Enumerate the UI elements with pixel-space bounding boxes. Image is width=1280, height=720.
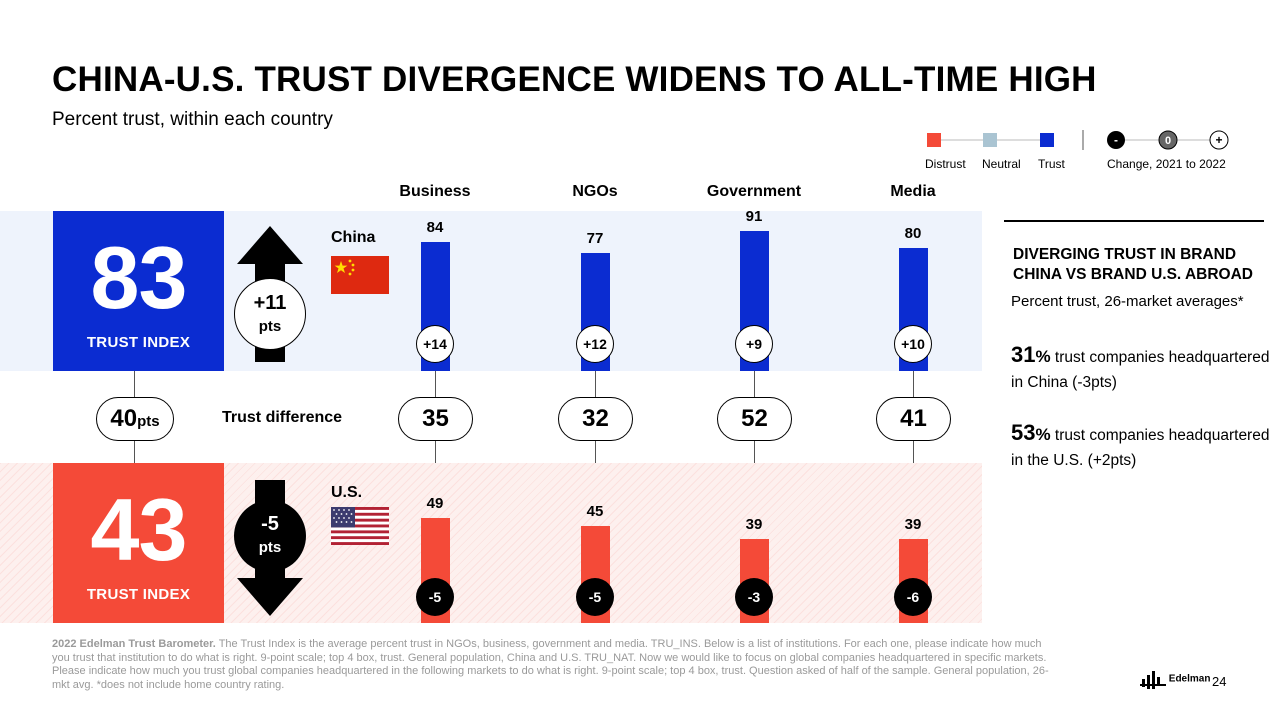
legend-minus-circle — [1107, 131, 1125, 149]
legend: - 0 + Distrust Neutral Trust Change, 202… — [920, 128, 1240, 178]
us-trust-index-value: 43 — [90, 480, 188, 579]
page-subtitle: Percent trust, within each country — [52, 109, 333, 130]
us-change-value: -5 — [261, 513, 279, 535]
page-title: CHINA-U.S. TRUST DIVERGENCE WIDENS TO AL… — [52, 60, 1097, 99]
china-change-unit: pts — [258, 318, 282, 335]
edelman-logo-icon — [1140, 671, 1166, 689]
china-flag-icon — [331, 256, 389, 294]
stat-us-value: 53 — [1011, 420, 1036, 445]
edelman-logo-text: Edelman — [1168, 673, 1211, 685]
edelman-logo: Edelman — [1140, 668, 1210, 690]
diff-connector-bottom-business — [435, 439, 436, 463]
legend-trust-label: Trust — [1038, 157, 1065, 171]
legend-plus-symbol: + — [1215, 133, 1222, 147]
us-change-unit: pts — [258, 539, 282, 556]
trust-index-gap-value: 40 — [110, 405, 138, 432]
china-label: China — [331, 229, 376, 246]
trust-difference-ngos: 32 — [558, 397, 633, 441]
china-trust-index-label: TRUST INDEX — [86, 334, 191, 351]
diff-connector-top-media — [913, 371, 914, 397]
legend-trust-swatch — [1040, 133, 1054, 147]
sidebar-heading-line2: CHINA VS BRAND U.S. ABROAD — [1013, 266, 1253, 283]
us-trust-index-label: TRUST INDEX — [86, 586, 191, 603]
diff-connector-top-ngos — [595, 371, 596, 397]
legend-zero-symbol: 0 — [1165, 135, 1171, 147]
us-flag-icon — [331, 507, 389, 545]
sidebar-stat-us: 53% trust companies headquartered in the… — [1011, 420, 1276, 473]
category-label-government: Government — [706, 183, 802, 200]
china-change-value: +11 — [253, 292, 287, 314]
legend-minus-symbol: - — [1114, 133, 1118, 147]
gap-connector-bottom — [134, 439, 135, 463]
legend-change-label: Change, 2021 to 2022 — [1107, 157, 1226, 171]
page-number: 24 — [1212, 674, 1227, 689]
stat-china-pct: % — [1035, 347, 1051, 366]
trust-index-gap-pill: 40pts — [96, 397, 174, 441]
sidebar-stat-china: 31% trust companies headquartered in Chi… — [1011, 342, 1276, 395]
stat-us-pct: % — [1035, 425, 1051, 444]
legend-neutral-label: Neutral — [982, 157, 1021, 171]
footnote-text: The Trust Index is the average percent t… — [52, 638, 1049, 691]
us-label: U.S. — [331, 484, 363, 501]
category-label-ngos: NGOs — [572, 183, 618, 200]
sidebar-rule — [1004, 220, 1264, 222]
legend-plus-circle — [1209, 130, 1229, 150]
china-trust-index-value: 83 — [90, 228, 188, 327]
trust-difference-label: Trust difference — [222, 409, 343, 426]
stat-china-value: 31 — [1011, 342, 1036, 367]
footnote-source: 2022 Edelman Trust Barometer. — [52, 638, 216, 650]
footnote: 2022 Edelman Trust Barometer. The Trust … — [52, 638, 1062, 692]
china-trust-index-box: 83 TRUST INDEX — [53, 211, 224, 371]
trust-difference-business: 35 — [398, 397, 473, 441]
trust-index-gap-unit: pts — [137, 413, 160, 430]
us-trust-index-box: 43 TRUST INDEX — [53, 463, 224, 623]
sidebar-subheading: Percent trust, 26-market averages* — [1011, 293, 1244, 310]
legend-neutral-swatch — [983, 133, 997, 147]
stat-us-text: trust companies headquartered in the U.S… — [1011, 427, 1270, 469]
us-change-circle: -5 pts — [234, 500, 306, 572]
trust-difference-government: 52 — [717, 397, 792, 441]
legend-distrust-swatch — [927, 133, 941, 147]
gap-connector-top — [134, 371, 135, 397]
legend-graphic: - 0 + — [927, 130, 1229, 150]
sidebar-heading: DIVERGING TRUST IN BRAND CHINA VS BRAND … — [1013, 245, 1253, 285]
diff-connector-top-business — [435, 371, 436, 397]
china-change-circle: +11 pts — [234, 278, 306, 350]
diff-connector-bottom-government — [754, 439, 755, 463]
trust-difference-media: 41 — [876, 397, 951, 441]
stat-china-text: trust companies headquartered in China (… — [1011, 349, 1270, 391]
legend-zero-circle — [1158, 130, 1178, 150]
category-label-media: Media — [890, 183, 936, 200]
sidebar-heading-line1: DIVERGING TRUST IN BRAND — [1013, 246, 1237, 263]
diff-connector-bottom-ngos — [595, 439, 596, 463]
diff-connector-top-government — [754, 371, 755, 397]
legend-distrust-label: Distrust — [925, 157, 966, 171]
diff-connector-bottom-media — [913, 439, 914, 463]
category-label-business: Business — [399, 183, 471, 200]
